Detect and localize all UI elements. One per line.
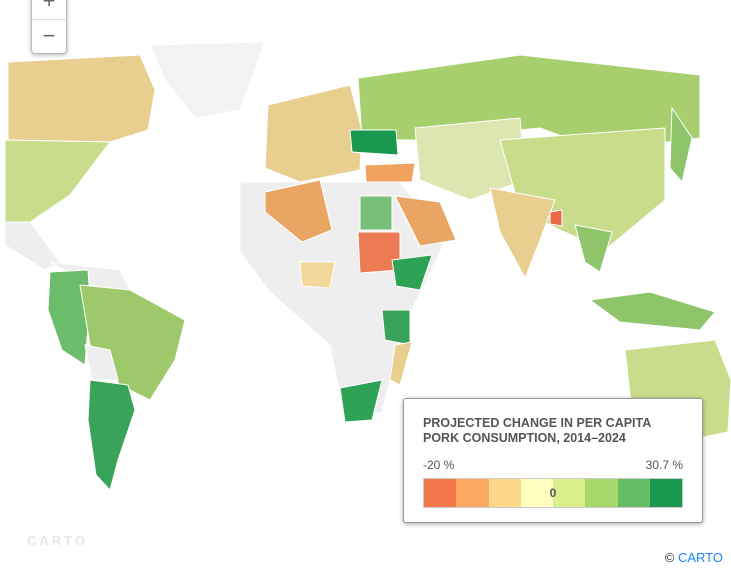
argentina [87,379,136,492]
peru-colombia [47,269,91,366]
carto-link[interactable]: CARTO [677,550,723,565]
canada [7,54,156,143]
japan [669,106,693,184]
legend-max-label: 30.7 % [645,458,683,472]
turkey [364,162,416,183]
tanzania [381,309,411,346]
legend-swatch [553,479,586,507]
ethiopia [391,254,433,291]
zoom-in-button[interactable]: + [42,0,56,13]
india [489,187,556,280]
ukraine [349,129,399,156]
attribution: © CARTO [665,550,723,565]
legend-swatch [424,479,457,507]
central-america [4,221,61,271]
zoom-control: + − [31,0,67,54]
egypt [359,195,393,231]
legend-swatch [456,479,489,507]
legend-min-label: -20 % [423,458,455,472]
south-africa [339,379,383,423]
nigeria [299,261,336,289]
indonesia [588,291,716,331]
zoom-out-button[interactable]: − [32,19,66,54]
europe [264,84,363,183]
southeast-asia [574,224,613,273]
legend-swatch [617,479,650,507]
legend-ends: -20 % 30.7 % [423,458,683,472]
bangladesh [549,209,563,227]
legend: PROJECTED CHANGE IN PER CAPITA PORK CONS… [403,398,703,523]
legend-swatch [488,479,521,507]
legend-color-bar: 0 [423,478,683,508]
legend-swatch [520,479,553,507]
carto-watermark: CARTO [27,533,88,548]
usa [4,139,111,223]
bolivia [84,344,119,381]
legend-swatch [649,479,682,507]
copyright-symbol: © [664,550,675,565]
saudi-arabia [394,195,457,247]
greenland [149,41,266,119]
legend-center-label: 0 [549,486,557,500]
legend-swatch [585,479,618,507]
mozambique [389,341,413,386]
legend-title: PROJECTED CHANGE IN PER CAPITA PORK CONS… [423,416,651,445]
algeria [264,179,333,243]
